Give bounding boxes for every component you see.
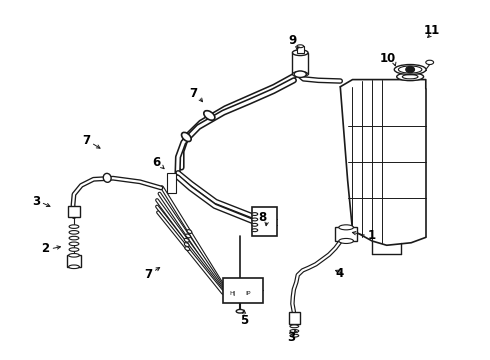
Bar bbox=[223, 278, 263, 303]
Text: 6: 6 bbox=[152, 156, 160, 169]
Ellipse shape bbox=[184, 238, 189, 242]
Ellipse shape bbox=[69, 230, 79, 234]
Text: 5: 5 bbox=[240, 314, 248, 327]
Ellipse shape bbox=[103, 174, 111, 182]
Bar bbox=[167, 173, 175, 193]
Text: 3: 3 bbox=[32, 195, 40, 208]
Text: 3: 3 bbox=[287, 331, 295, 344]
Ellipse shape bbox=[290, 334, 299, 337]
Ellipse shape bbox=[294, 71, 306, 77]
Ellipse shape bbox=[339, 238, 353, 243]
Bar bbox=[335, 227, 357, 241]
Circle shape bbox=[406, 66, 415, 73]
Ellipse shape bbox=[69, 242, 79, 246]
Ellipse shape bbox=[252, 213, 258, 216]
Text: 2: 2 bbox=[42, 242, 49, 255]
Text: 1: 1 bbox=[368, 229, 376, 242]
Bar bbox=[67, 255, 81, 267]
Ellipse shape bbox=[293, 71, 308, 77]
Text: HJ: HJ bbox=[229, 292, 236, 297]
Text: 7: 7 bbox=[190, 87, 198, 100]
Ellipse shape bbox=[252, 218, 258, 221]
Text: 10: 10 bbox=[380, 52, 396, 65]
Ellipse shape bbox=[252, 224, 258, 226]
Ellipse shape bbox=[293, 50, 308, 55]
Ellipse shape bbox=[69, 236, 79, 240]
Ellipse shape bbox=[185, 247, 190, 251]
Ellipse shape bbox=[69, 265, 79, 269]
Ellipse shape bbox=[394, 64, 426, 75]
Ellipse shape bbox=[69, 253, 79, 257]
Bar bbox=[297, 46, 304, 53]
Ellipse shape bbox=[398, 66, 422, 73]
Ellipse shape bbox=[187, 230, 192, 233]
Ellipse shape bbox=[297, 45, 304, 48]
Ellipse shape bbox=[402, 75, 418, 79]
Ellipse shape bbox=[290, 329, 299, 332]
Ellipse shape bbox=[397, 73, 423, 81]
Text: 11: 11 bbox=[423, 24, 440, 37]
Ellipse shape bbox=[69, 225, 79, 228]
Ellipse shape bbox=[186, 234, 191, 238]
Text: IP: IP bbox=[245, 292, 250, 297]
Ellipse shape bbox=[69, 248, 79, 251]
Ellipse shape bbox=[339, 225, 353, 230]
Text: 7: 7 bbox=[144, 268, 152, 281]
Bar bbox=[289, 312, 300, 324]
Ellipse shape bbox=[290, 325, 299, 328]
Bar bbox=[68, 206, 80, 217]
Text: 9: 9 bbox=[289, 33, 297, 47]
Ellipse shape bbox=[184, 243, 189, 247]
Ellipse shape bbox=[236, 310, 244, 313]
Bar bbox=[252, 207, 277, 235]
Ellipse shape bbox=[204, 111, 215, 120]
Bar bbox=[293, 53, 308, 74]
Ellipse shape bbox=[426, 60, 434, 64]
Text: 4: 4 bbox=[335, 267, 343, 280]
Ellipse shape bbox=[252, 229, 258, 231]
Text: 7: 7 bbox=[82, 134, 90, 147]
Text: 8: 8 bbox=[258, 211, 266, 224]
Ellipse shape bbox=[182, 132, 191, 141]
